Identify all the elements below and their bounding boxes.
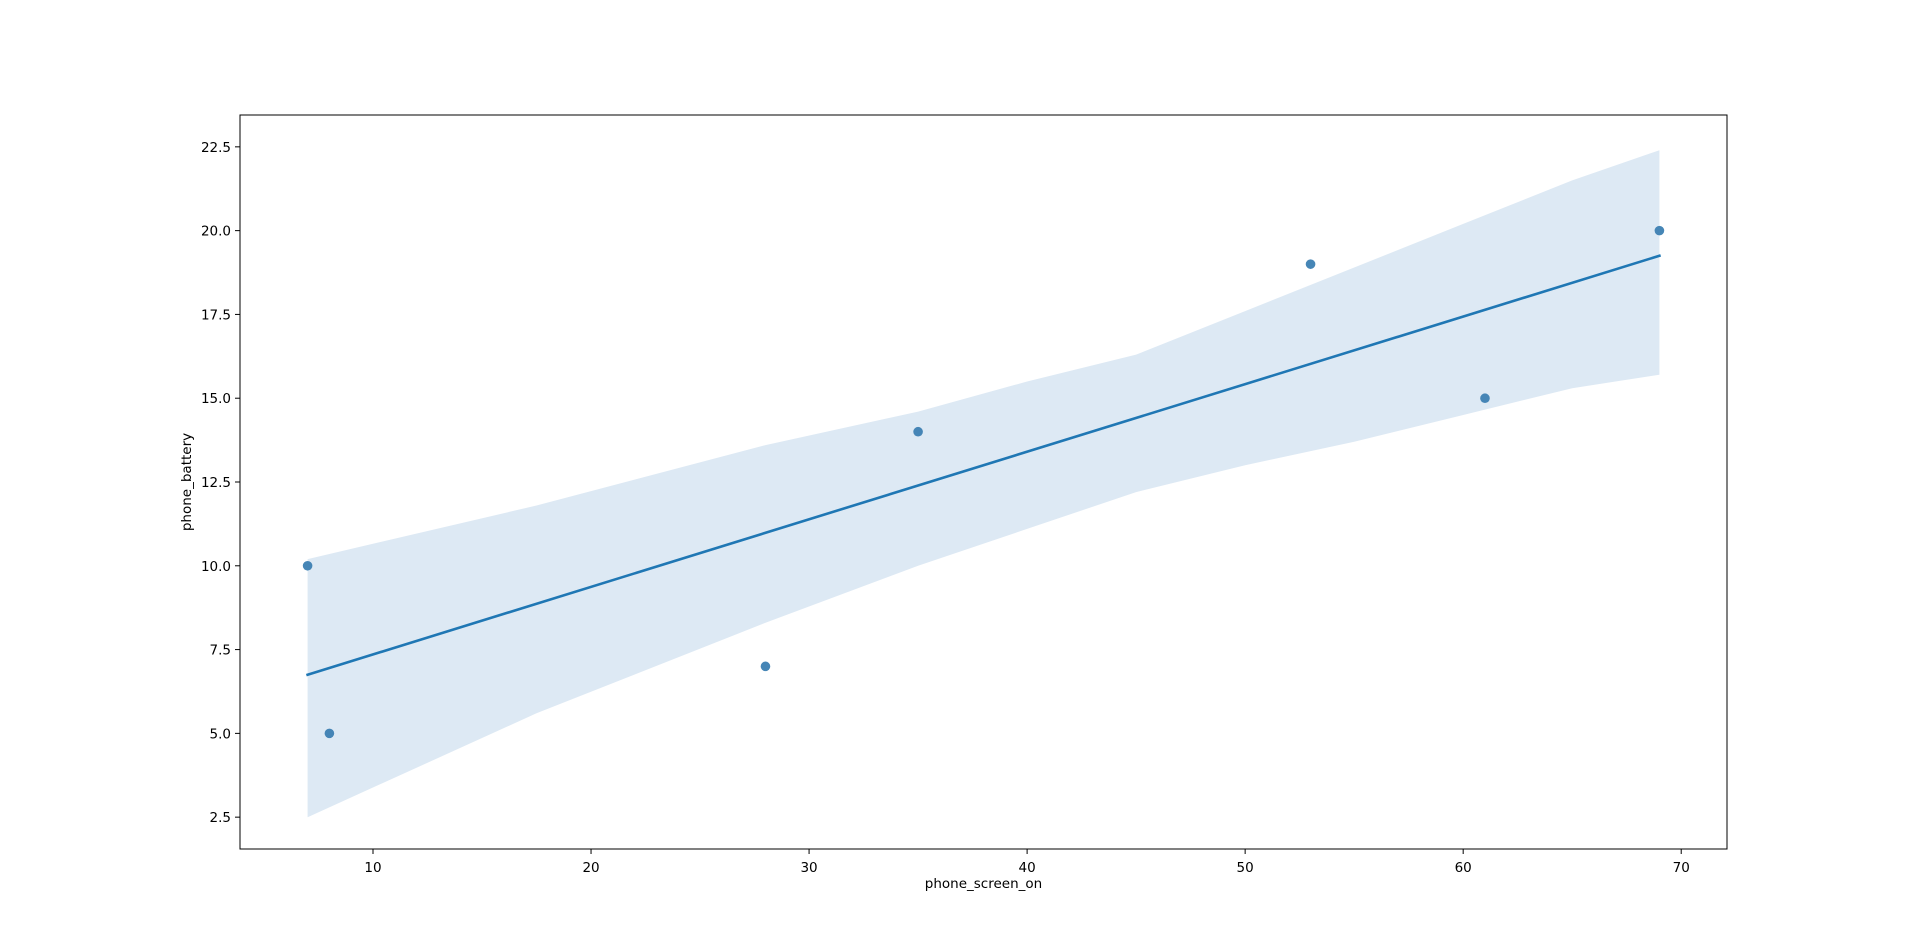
x-axis-ticks: 10 20 30 40 50 60 70 [364,849,1690,876]
data-point [324,728,335,739]
data-point [1654,225,1665,236]
x-tick-label: 20 [582,860,599,876]
data-point [913,426,923,437]
confidence-band [307,150,1660,818]
confidence-band-layer [307,150,1660,818]
x-tick-label: 60 [1455,860,1472,876]
regression-line [305,254,1662,677]
y-tick-label: 15.0 [201,391,231,407]
y-tick-label: 22.5 [201,140,231,156]
y-tick-label: 10.0 [201,559,231,575]
data-point [760,661,771,672]
regression-line-layer [305,254,1662,677]
x-tick-label: 10 [364,860,381,876]
x-tick-label: 30 [800,860,817,876]
y-axis-label: phone_battery [179,433,195,531]
y-tick-label: 7.5 [210,643,231,659]
y-tick-label: 5.0 [210,726,231,742]
x-tick-label: 70 [1673,860,1690,876]
x-tick-label: 40 [1019,860,1036,876]
x-axis-label: phone_screen_on [925,876,1042,892]
y-tick-label: 12.5 [201,475,231,491]
data-point [1305,259,1316,269]
y-axis-ticks: 2.5 5.0 7.5 10.0 12.5 15.0 17.5 20.0 22.5 [201,140,240,826]
scatter-points-layer [302,225,1665,739]
data-point [302,560,313,571]
data-point [1480,393,1490,404]
y-tick-label: 2.5 [210,810,231,826]
y-tick-label: 17.5 [201,307,231,323]
x-tick-label: 50 [1237,860,1254,876]
y-tick-label: 20.0 [201,224,231,240]
